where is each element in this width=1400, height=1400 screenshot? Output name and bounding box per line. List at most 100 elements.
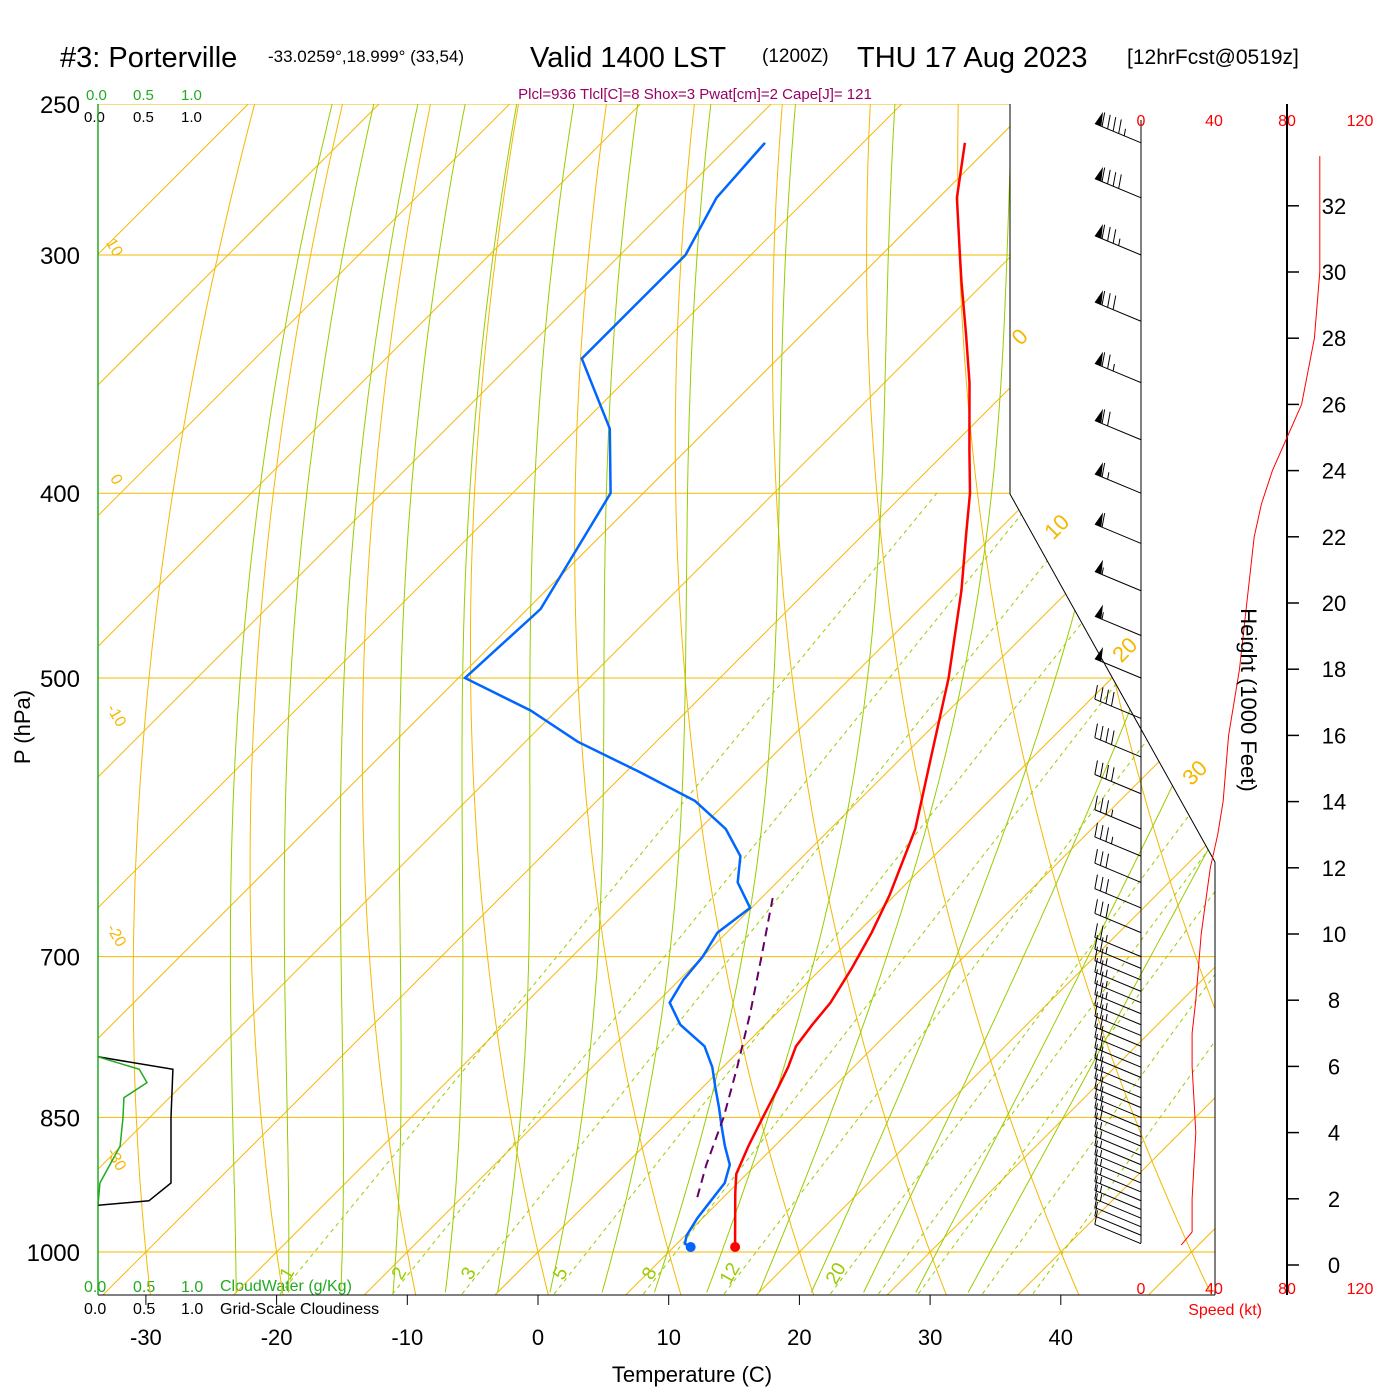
barb-flag xyxy=(1118,119,1122,134)
barb-pennant xyxy=(1094,223,1103,239)
barb-staff xyxy=(1094,1057,1142,1078)
barb-staff xyxy=(1094,737,1142,758)
isotherm-line xyxy=(98,104,414,1295)
barb-staff xyxy=(1094,1181,1142,1202)
barb-flag xyxy=(1099,1056,1104,1071)
cloud-water-tick: 0.0 xyxy=(86,87,107,104)
dewpoint-surface-marker xyxy=(685,1242,696,1253)
barb-staff xyxy=(1094,1087,1142,1109)
wind-speed-panel: 0040408080120120024681012141618202224262… xyxy=(1137,104,1373,1298)
barb-flag xyxy=(1099,1086,1104,1101)
wind-barb xyxy=(1094,969,1142,1004)
mixing-ratio-label: 12 xyxy=(716,1259,745,1288)
barb-pennant xyxy=(1094,559,1103,575)
wind-barb xyxy=(1094,111,1142,144)
barb-half-flag xyxy=(1105,992,1108,1000)
wind-speed-profile xyxy=(1180,156,1321,1246)
barb-staff xyxy=(1094,1116,1142,1138)
barb-half-flag xyxy=(1099,1176,1103,1184)
barb-staff xyxy=(1094,523,1142,544)
barb-staff xyxy=(1094,982,1142,1004)
height-tick-label: 26 xyxy=(1322,392,1346,417)
barb-half-flag xyxy=(1099,1185,1103,1193)
barb-flag xyxy=(1110,691,1115,707)
isotherm-line xyxy=(458,104,1215,1295)
barb-flag xyxy=(1099,825,1104,840)
barb-flag xyxy=(1101,409,1106,424)
wind-barb xyxy=(1094,934,1142,969)
moist-adiabat xyxy=(915,104,1215,1293)
isotherm-line xyxy=(98,104,806,1295)
barb-flag xyxy=(1094,849,1098,864)
cloudiness-tick: 1.0 xyxy=(181,109,202,126)
barb-flag xyxy=(1094,1140,1098,1155)
wind-barb xyxy=(1094,1044,1142,1078)
wind-barb xyxy=(1094,1074,1142,1109)
barb-staff xyxy=(1094,1015,1142,1037)
isotherm-line xyxy=(98,104,1067,1295)
barb-flag xyxy=(1094,1002,1098,1017)
wind-barb xyxy=(1094,1122,1142,1156)
barb-staff xyxy=(1094,1037,1142,1058)
barb-flag xyxy=(1094,1122,1098,1137)
barb-flag xyxy=(1099,1105,1104,1120)
wind-barb xyxy=(1094,1149,1142,1184)
barb-staff xyxy=(1094,960,1142,981)
barb-flag xyxy=(1094,723,1098,738)
barb-staff xyxy=(1094,948,1142,969)
barb-flag xyxy=(1105,827,1110,842)
parcel-trace xyxy=(696,895,775,1198)
mixing-ratio-label: 3 xyxy=(457,1264,480,1284)
barb-pennant xyxy=(1094,408,1103,424)
dry-adiabat xyxy=(772,104,961,1295)
barb-flag xyxy=(1099,876,1104,892)
barb-staff xyxy=(1094,1126,1142,1147)
mixing-ratio-line xyxy=(638,492,1215,1295)
isotherm-line xyxy=(589,104,1215,1295)
wind-barb xyxy=(1094,1167,1142,1202)
speed-tick-top: 40 xyxy=(1205,113,1223,130)
x-tick-label: -30 xyxy=(130,1325,162,1350)
cloudiness-profile xyxy=(98,1056,174,1206)
x-tick-label: -10 xyxy=(391,1325,423,1350)
speed-tick-top: 0 xyxy=(1137,113,1146,130)
barb-flag xyxy=(1099,1025,1104,1040)
wind-barb xyxy=(1094,647,1142,679)
wind-barb xyxy=(1094,923,1142,958)
barb-flag xyxy=(1094,1131,1098,1146)
moist-adiabat xyxy=(758,104,1015,1293)
barb-staff xyxy=(1094,1078,1142,1099)
moist-adiabat xyxy=(967,104,1215,1293)
wind-barb xyxy=(1094,1023,1142,1058)
barb-flag xyxy=(1105,853,1110,868)
barb-pennant xyxy=(1094,351,1103,367)
moist-adiabat xyxy=(444,104,524,1293)
pressure-tick-label: 1000 xyxy=(27,1240,80,1267)
barb-flag xyxy=(1105,879,1110,894)
wind-barb xyxy=(1094,723,1142,758)
barb-staff xyxy=(1094,698,1142,719)
mixing-ratio-line xyxy=(456,492,1102,1295)
barb-flag xyxy=(1107,226,1111,242)
barb-flag xyxy=(1094,1023,1098,1038)
wind-barb xyxy=(1094,899,1142,934)
barb-half-flag xyxy=(1101,612,1104,620)
x-tick-label: 30 xyxy=(918,1325,942,1350)
x-tick-label: 20 xyxy=(787,1325,811,1350)
wind-barb xyxy=(1094,1158,1142,1193)
station-coords: -33.0259°,18.999° (33,54) xyxy=(268,47,464,66)
wind-barb xyxy=(1094,1064,1142,1099)
wind-barb xyxy=(1094,760,1142,795)
barb-flag xyxy=(1094,1033,1098,1049)
thermo-grid xyxy=(98,104,1215,1295)
barb-staff xyxy=(1094,235,1142,256)
wind-barb xyxy=(1094,946,1142,981)
barb-flag xyxy=(1099,1046,1104,1061)
barb-flag xyxy=(1094,1064,1098,1079)
barb-half-flag xyxy=(1110,836,1114,844)
wind-barb xyxy=(1094,166,1142,199)
cloudiness-tick: 0.5 xyxy=(133,1301,155,1318)
isotherm-line xyxy=(197,104,1215,1295)
barb-staff xyxy=(1094,1172,1142,1193)
barb-flag xyxy=(1107,293,1111,308)
